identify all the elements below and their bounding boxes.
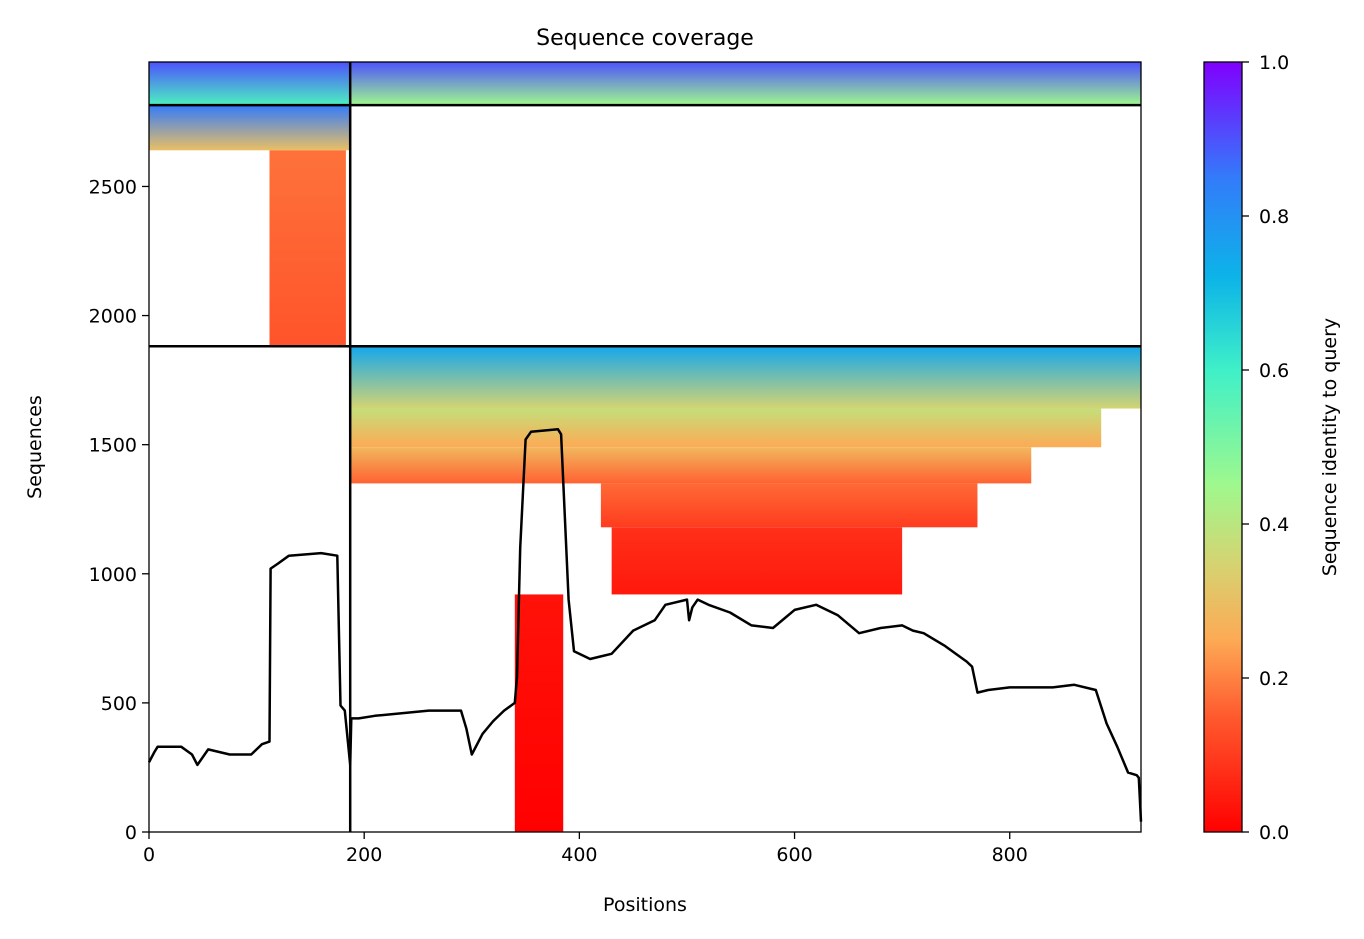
coverage-block <box>351 408 1102 448</box>
colorbar-tick-label: 0.6 <box>1259 360 1289 382</box>
x-axis-label: Positions <box>603 894 687 916</box>
coverage-block <box>149 105 351 151</box>
y-axis: 0 500 1000 1500 2000 2500 <box>89 176 149 844</box>
coverage-block <box>149 62 351 106</box>
y-axis-label: Sequences <box>24 395 46 499</box>
colorbar-tick-label: 0.4 <box>1259 514 1289 536</box>
colorbar-ticks: 0.0 0.2 0.4 0.6 0.8 1.0 <box>1242 52 1289 844</box>
colorbar-gradient <box>1203 61 1243 833</box>
chart-title: Sequence coverage <box>536 26 754 51</box>
y-tick-label: 1500 <box>89 435 137 457</box>
coverage-blocks <box>149 62 1141 832</box>
x-tick-label: 400 <box>561 844 597 866</box>
colorbar-tick-label: 1.0 <box>1259 52 1289 74</box>
x-tick-label: 600 <box>776 844 812 866</box>
coverage-block <box>351 62 1141 106</box>
y-tick-label: 2000 <box>89 306 137 328</box>
block-boundaries <box>149 62 1141 832</box>
colorbar-tick-label: 0.2 <box>1259 668 1289 690</box>
colorbar-tick-label: 0.0 <box>1259 822 1289 844</box>
colorbar-tick-label: 0.8 <box>1259 206 1289 228</box>
y-tick-label: 1000 <box>89 564 137 586</box>
coverage-block <box>351 346 1141 409</box>
y-tick-label: 500 <box>101 693 137 715</box>
coverage-block <box>351 447 1032 484</box>
y-tick-label: 2500 <box>89 176 137 198</box>
plot-frame <box>148 61 1142 833</box>
x-tick-label: 800 <box>992 844 1028 866</box>
coverage-block <box>269 150 346 346</box>
y-tick-label: 0 <box>125 822 137 844</box>
colorbar-label: Sequence identity to query <box>1319 318 1341 576</box>
colorbar: 0.0 0.2 0.4 0.6 0.8 1.0 Sequence identity to … <box>1203 52 1341 844</box>
x-tick-label: 0 <box>143 844 155 866</box>
plot-area <box>147 61 1143 833</box>
coverage-block <box>611 527 903 595</box>
coverage-block <box>600 483 978 528</box>
x-tick-label: 200 <box>346 844 382 866</box>
coverage-line <box>147 427 1143 822</box>
x-axis: 0 200 400 600 800 <box>143 832 1028 866</box>
coverage-block <box>514 594 564 832</box>
